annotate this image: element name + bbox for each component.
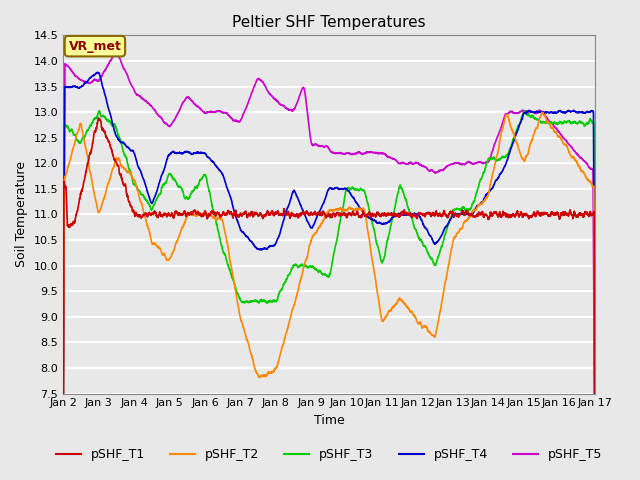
X-axis label: Time: Time	[314, 414, 344, 427]
Y-axis label: Soil Temperature: Soil Temperature	[15, 161, 28, 267]
Legend: pSHF_T1, pSHF_T2, pSHF_T3, pSHF_T4, pSHF_T5: pSHF_T1, pSHF_T2, pSHF_T3, pSHF_T4, pSHF…	[51, 443, 607, 466]
Text: VR_met: VR_met	[68, 40, 122, 53]
Title: Peltier SHF Temperatures: Peltier SHF Temperatures	[232, 15, 426, 30]
